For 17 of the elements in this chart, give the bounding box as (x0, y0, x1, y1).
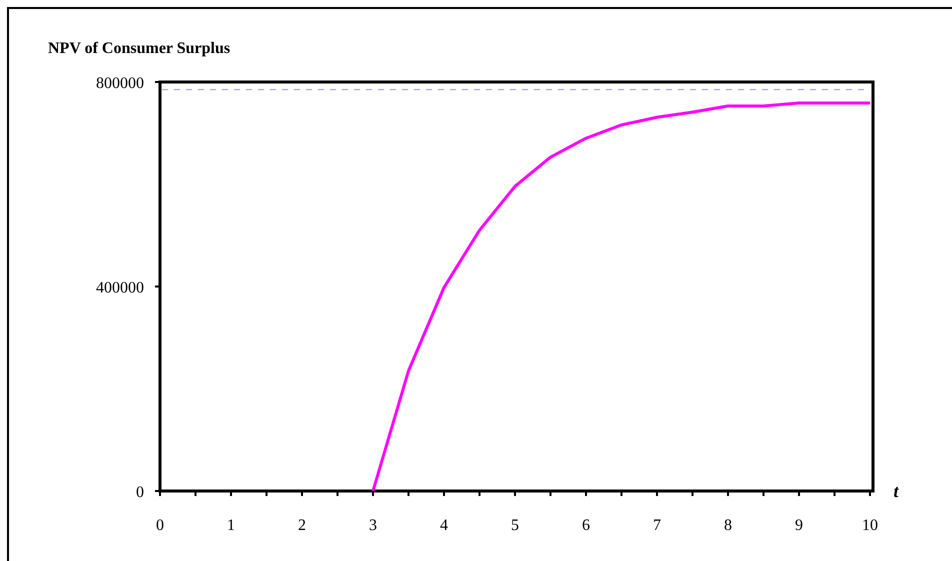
line-series (372, 101, 872, 492)
x-tick-label: 3 (369, 517, 377, 534)
x-tick-label: 10 (862, 517, 878, 534)
x-tick-label: 4 (440, 517, 448, 534)
x-tick-label: 0 (156, 517, 164, 534)
x-axis-title: t (893, 481, 900, 501)
y-tick-label: 800000 (96, 75, 144, 92)
x-tick-label: 5 (511, 517, 519, 534)
y-tick-label: 400000 (96, 280, 144, 296)
x-tick-label: 1 (227, 517, 235, 534)
x-tick-label: 9 (795, 517, 803, 534)
y-tick-label: 0 (136, 484, 144, 501)
x-tick-label: 7 (653, 517, 661, 534)
x-tick-label: 6 (582, 517, 590, 534)
x-tick-label: 8 (724, 517, 732, 534)
x-tick-label: 2 (298, 517, 306, 534)
chart-title: NPV of Consumer Surplus (48, 40, 230, 57)
